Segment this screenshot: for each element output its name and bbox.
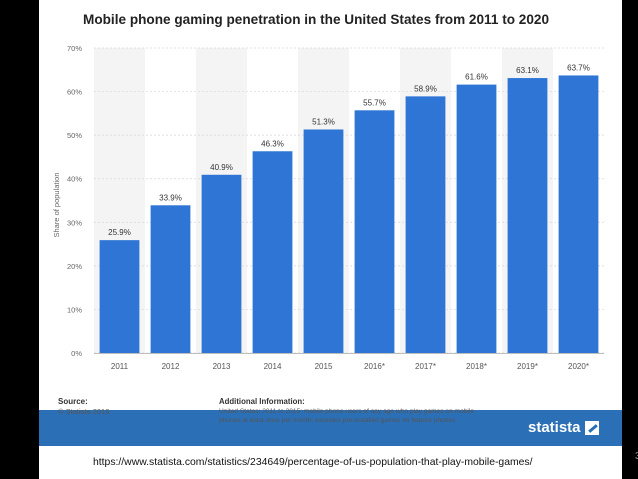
y-tick-label: 20% [67,262,82,271]
y-tick-label: 10% [67,305,82,314]
bar [303,129,344,353]
bar [405,96,446,353]
statista-logo-text: statista [528,419,581,436]
y-axis-title: Share of population [52,172,61,237]
bars: 25.9% 33.9% 40.9% 46.3% 51.3% 55.7% 58.9% 61.6%… [99,63,599,354]
x-tick-label: 2013 [213,362,231,371]
bar-value-label: 63.7% [567,63,590,72]
bar [456,84,497,353]
bar [507,78,548,354]
bar-value-label: 58.9% [414,84,437,93]
statista-logo-icon [584,420,599,435]
y-axis-ticks: 0% 10% 20% 30% 40% 50% 60% 70% [67,44,82,358]
bar [252,151,293,353]
additional-info: Additional Information: United States; 2… [219,397,474,426]
bar [558,75,599,353]
y-tick-label: 30% [67,218,82,227]
y-tick-label: 60% [67,88,82,97]
x-axis-ticks: 2011 2012 2013 2014 2015 2016* 2017* 2018* 2019*… [111,362,589,371]
additional-info-text: United States; 2011 to 2015; mobile phon… [219,408,474,425]
y-tick-label: 70% [67,44,82,53]
bar [99,240,140,353]
x-tick-label: 2011 [111,362,129,371]
bar-value-label: 61.6% [465,73,488,82]
bar-value-label: 33.9% [159,193,182,202]
additional-info-label: Additional Information: [219,397,305,406]
page-number: 3 [635,451,638,462]
x-tick-label: 2014 [264,362,282,371]
x-tick-label: 2020* [568,362,589,371]
bar-value-label: 25.9% [108,228,131,237]
source-text: © Statista 2016 [58,407,110,416]
slide: Mobile phone gaming penetration in the U… [39,0,638,479]
x-tick-label: 2018* [466,362,487,371]
chart-title: Mobile phone gaming penetration in the U… [83,12,550,27]
x-tick-label: 2016* [364,362,385,371]
bar [354,110,395,353]
source-block: Source: © Statista 2016 [58,397,109,417]
bar-value-label: 40.9% [210,163,233,172]
y-tick-label: 0% [71,349,82,358]
x-tick-label: 2015 [315,362,333,371]
source-url[interactable]: https://www.statista.com/statistics/2346… [93,457,533,468]
statista-logo: statista [528,419,599,436]
x-tick-label: 2017* [415,362,436,371]
x-tick-label: 2012 [162,362,180,371]
source-label: Source: [58,397,88,406]
bar-value-label: 55.7% [363,98,386,107]
bar-chart: 0% 10% 20% 30% 40% 50% 60% 70% Share of populat… [39,44,622,446]
bar [150,205,191,353]
bar-value-label: 46.3% [261,139,284,148]
y-tick-label: 50% [67,131,82,140]
bar [201,174,242,353]
bar-value-label: 51.3% [312,117,335,126]
footer-bar [39,410,622,446]
x-tick-label: 2019* [517,362,538,371]
bar-value-label: 63.1% [516,66,539,75]
y-tick-label: 40% [67,175,82,184]
